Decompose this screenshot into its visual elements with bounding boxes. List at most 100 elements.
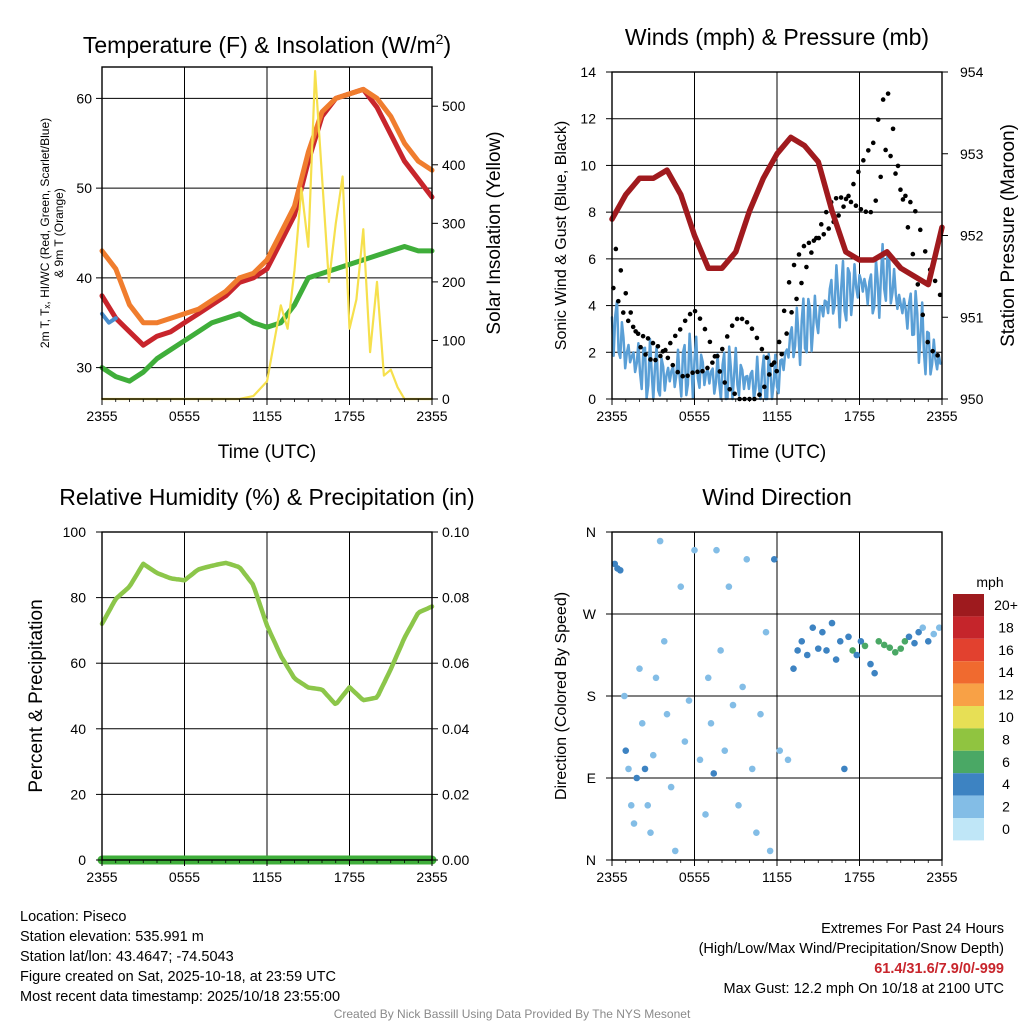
gust-point — [613, 246, 619, 252]
y-tick-label: 2 — [588, 344, 596, 360]
gust-point — [672, 333, 678, 339]
gust-point — [623, 291, 629, 296]
direction-point — [757, 710, 764, 718]
gust-point — [776, 339, 782, 345]
direction-point — [667, 783, 675, 791]
legend-swatch — [953, 795, 984, 818]
gust-point — [883, 147, 888, 153]
direction-point — [633, 774, 641, 782]
y-tick-label: 40 — [76, 270, 92, 286]
direction-point — [857, 638, 865, 645]
gust-point — [789, 310, 794, 315]
gust-point — [895, 163, 901, 169]
gust-point — [675, 369, 681, 375]
direction-point — [814, 645, 822, 652]
gust-point — [771, 360, 777, 365]
y-axis-label: 2m T, Tₓ, HI/WC (Red, Green, Scarlet/Blu… — [38, 118, 66, 348]
gust-point — [665, 355, 671, 361]
series-line-solar-insolation — [100, 69, 434, 401]
gust-point — [823, 209, 829, 215]
gust-point — [826, 226, 831, 231]
gust-point — [821, 232, 827, 237]
direction-point — [790, 665, 797, 672]
gust-point — [658, 353, 663, 359]
gust-point — [749, 326, 755, 332]
x-tick-label: 1155 — [762, 869, 792, 885]
gust-point — [719, 346, 725, 352]
gust-point — [650, 340, 656, 346]
x-tick-label: 1755 — [844, 869, 875, 885]
gust-point — [791, 262, 797, 268]
gust-point — [710, 360, 715, 365]
x-tick-label: 0555 — [169, 408, 200, 424]
series-line-relative-humidity — [99, 560, 435, 707]
direction-point — [717, 647, 724, 654]
chart-title: Temperature (F) & Insolation (W/m2) — [83, 31, 451, 58]
legend-label: 14 — [998, 664, 1014, 680]
direction-point — [685, 697, 693, 704]
y-axis-label: Percent & Precipitation — [26, 599, 47, 792]
gust-point — [729, 323, 735, 328]
direction-point — [930, 630, 938, 638]
x-tick-label: 1155 — [252, 408, 282, 424]
direction-point — [794, 647, 801, 654]
legend-swatch — [953, 773, 984, 796]
direction-point — [721, 747, 729, 754]
y-tick-label: 6 — [588, 251, 596, 267]
y-tick-label: 30 — [76, 360, 92, 376]
legend-swatch — [953, 661, 984, 684]
x-tick-label: 1155 — [252, 869, 282, 885]
gust-point — [913, 208, 918, 214]
gust-point — [809, 250, 814, 255]
gust-point — [898, 187, 903, 193]
direction-point — [905, 633, 913, 641]
y2-tick-label: 952 — [960, 228, 984, 244]
direction-point — [919, 624, 927, 631]
gust-point — [910, 251, 916, 257]
gust-point — [784, 331, 789, 336]
x-tick-label: 2355 — [596, 408, 627, 424]
y2-tick-label: 300 — [442, 215, 466, 231]
direction-point — [660, 638, 668, 645]
legend-label: 10 — [998, 709, 1014, 725]
y-tick-label: 100 — [63, 524, 87, 540]
gust-point — [848, 199, 854, 205]
gust-point — [866, 148, 871, 153]
gust-point — [794, 296, 799, 302]
gust-point — [643, 352, 648, 357]
direction-point — [663, 710, 671, 718]
gust-point — [630, 324, 636, 330]
chart-title: Winds (mph) & Pressure (mb) — [625, 24, 929, 50]
y2-tick-label: 0 — [442, 391, 450, 407]
x-tick-label: 2355 — [596, 869, 627, 885]
station-elevation: Station elevation: 535.991 m — [20, 929, 204, 945]
gust-point — [677, 327, 683, 332]
x-axis-label: Time (UTC) — [218, 442, 317, 463]
direction-point — [739, 683, 746, 691]
direction-point — [638, 720, 646, 727]
direction-point — [784, 756, 792, 764]
gust-point — [702, 326, 708, 332]
gust-point — [734, 316, 740, 322]
series-line-2m-t — [99, 86, 435, 348]
gust-point — [695, 369, 700, 375]
station-location: Location: Piseco — [20, 909, 127, 925]
y2-tick-label: 0.10 — [442, 524, 469, 540]
gust-point — [851, 181, 856, 187]
x-tick-label: 1755 — [334, 869, 365, 885]
y2-axis-label: Station Pressure (Maroon) — [998, 124, 1019, 347]
y2-tick-label: 954 — [960, 64, 984, 80]
legend-swatch — [953, 728, 984, 751]
x-tick-label: 2355 — [416, 408, 447, 424]
legend-label: 8 — [1002, 731, 1010, 747]
gust-point — [717, 369, 723, 374]
direction-point — [819, 628, 826, 636]
direction-point — [713, 546, 720, 554]
y-tick-label: E — [587, 770, 596, 786]
direction-point — [743, 556, 751, 563]
y-tick-label: 40 — [70, 721, 86, 737]
gust-point — [744, 319, 750, 325]
gust-point — [801, 243, 807, 249]
x-tick-label: 2355 — [416, 869, 447, 885]
legend-swatch — [953, 616, 984, 639]
